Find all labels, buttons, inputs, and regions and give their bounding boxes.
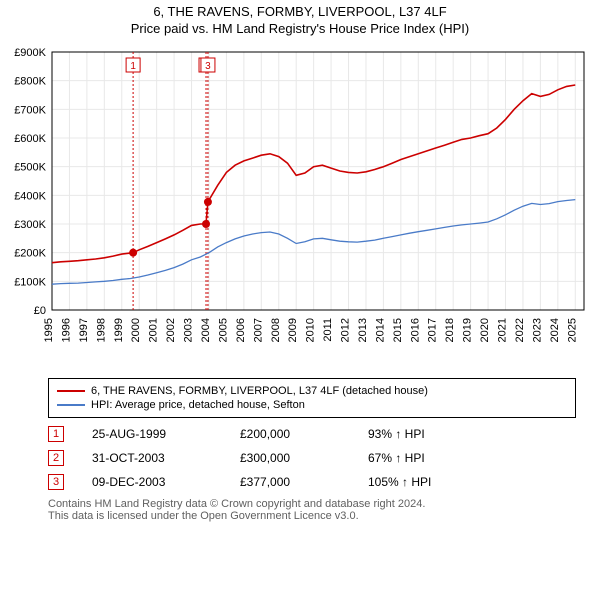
- marker-row: 1 25-AUG-1999 £200,000 93% ↑ HPI: [48, 422, 576, 446]
- x-tick-label: 2010: [305, 318, 317, 342]
- marker-date: 25-AUG-1999: [92, 427, 212, 441]
- x-tick-label: 2019: [462, 318, 474, 342]
- legend-swatch: [57, 390, 85, 392]
- x-tick-label: 2003: [183, 318, 195, 342]
- y-tick-label: £400K: [14, 190, 46, 202]
- x-tick-label: 2025: [566, 318, 578, 342]
- y-tick-label: £200K: [14, 248, 46, 260]
- x-tick-label: 2018: [444, 318, 456, 342]
- x-tick-label: 2000: [130, 318, 142, 342]
- marker-pct: 93% ↑ HPI: [368, 427, 478, 441]
- chart-marker-badge-label: 3: [205, 61, 211, 72]
- marker-point: [204, 198, 212, 206]
- marker-price: £377,000: [240, 475, 340, 489]
- price-chart: £0 £100K £200K £300K £400K £500K £600K £700K £80…: [0, 42, 600, 372]
- y-tick-label: £900K: [14, 47, 46, 59]
- y-tick-label: £600K: [14, 133, 46, 145]
- x-tick-label: 2008: [270, 318, 282, 342]
- y-tick-label: £0: [34, 305, 46, 317]
- marker-badge: 3: [48, 474, 64, 490]
- x-tick-label: 2001: [148, 318, 160, 342]
- page-subtitle: Price paid vs. HM Land Registry's House …: [0, 21, 600, 36]
- x-tick-label: 1997: [78, 318, 90, 342]
- chart-marker-badge-label: 1: [130, 61, 136, 72]
- legend-item: HPI: Average price, detached house, Seft…: [57, 399, 567, 411]
- footer-line-1: Contains HM Land Registry data © Crown c…: [48, 498, 576, 510]
- marker-pct: 67% ↑ HPI: [368, 451, 478, 465]
- x-tick-label: 2015: [392, 318, 404, 342]
- marker-row: 2 31-OCT-2003 £300,000 67% ↑ HPI: [48, 446, 576, 470]
- x-tick-label: 2014: [374, 318, 386, 342]
- y-tick-label: £100K: [14, 276, 46, 288]
- footer: Contains HM Land Registry data © Crown c…: [48, 498, 576, 522]
- y-tick-label: £300K: [14, 219, 46, 231]
- marker-point: [202, 220, 210, 228]
- legend-label: 6, THE RAVENS, FORMBY, LIVERPOOL, L37 4L…: [91, 385, 428, 397]
- legend-label: HPI: Average price, detached house, Seft…: [91, 399, 305, 411]
- x-tick-label: 2006: [235, 318, 247, 342]
- chart-container: £0 £100K £200K £300K £400K £500K £600K £700K £80…: [0, 42, 600, 372]
- marker-price: £300,000: [240, 451, 340, 465]
- x-tick-label: 2011: [322, 318, 334, 342]
- x-tick-label: 2012: [340, 318, 352, 342]
- x-tick-label: 2020: [479, 318, 491, 342]
- marker-badge: 2: [48, 450, 64, 466]
- y-tick-label: £500K: [14, 162, 46, 174]
- x-tick-label: 2022: [514, 318, 526, 342]
- x-tick-label: 1996: [60, 318, 72, 342]
- marker-table: 1 25-AUG-1999 £200,000 93% ↑ HPI 2 31-OCT-200…: [48, 422, 576, 494]
- x-tick-label: 2013: [357, 318, 369, 342]
- marker-price: £200,000: [240, 427, 340, 441]
- x-tick-label: 1995: [43, 318, 55, 342]
- x-tick-label: 2005: [217, 318, 229, 342]
- y-tick-label: £800K: [14, 76, 46, 88]
- legend-item: 6, THE RAVENS, FORMBY, LIVERPOOL, L37 4L…: [57, 385, 567, 397]
- x-tick-label: 2002: [165, 318, 177, 342]
- footer-line-2: This data is licensed under the Open Gov…: [48, 510, 576, 522]
- x-tick-label: 2004: [200, 318, 212, 342]
- marker-row: 3 09-DEC-2003 £377,000 105% ↑ HPI: [48, 470, 576, 494]
- x-tick-label: 2009: [287, 318, 299, 342]
- x-tick-label: 2023: [531, 318, 543, 342]
- legend: 6, THE RAVENS, FORMBY, LIVERPOOL, L37 4L…: [48, 378, 576, 418]
- page-title: 6, THE RAVENS, FORMBY, LIVERPOOL, L37 4L…: [0, 4, 600, 19]
- x-tick-label: 2017: [427, 318, 439, 342]
- marker-pct: 105% ↑ HPI: [368, 475, 478, 489]
- x-tick-label: 2007: [252, 318, 264, 342]
- marker-point: [129, 249, 137, 257]
- marker-date: 09-DEC-2003: [92, 475, 212, 489]
- x-tick-label: 2021: [497, 318, 509, 342]
- x-tick-label: 1999: [113, 318, 125, 342]
- marker-badge: 1: [48, 426, 64, 442]
- legend-swatch: [57, 404, 85, 406]
- x-tick-label: 2016: [409, 318, 421, 342]
- x-tick-label: 2024: [549, 318, 561, 342]
- marker-date: 31-OCT-2003: [92, 451, 212, 465]
- y-tick-label: £700K: [14, 104, 46, 116]
- x-tick-label: 1998: [95, 318, 107, 342]
